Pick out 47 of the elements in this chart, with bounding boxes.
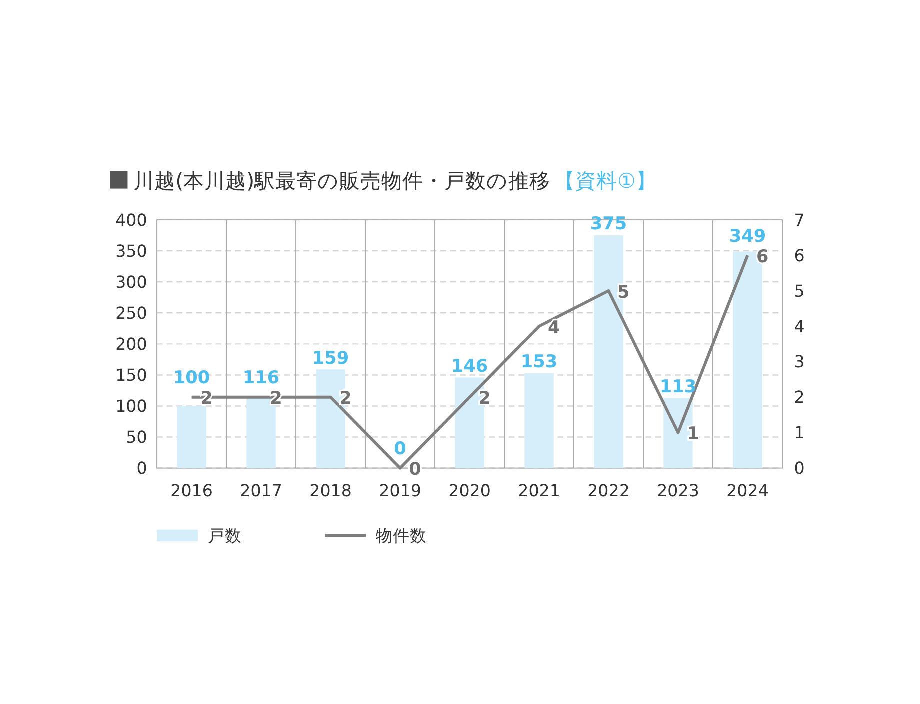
legend-label: 物件数 — [376, 526, 427, 546]
data-label: 375 — [590, 214, 628, 235]
y2-tick-label: 4 — [794, 317, 805, 336]
data-label: 116 — [242, 368, 280, 389]
x-tick-label: 2016 — [170, 482, 213, 501]
x-tick-label: 2019 — [379, 482, 422, 501]
y2-tick-label: 7 — [794, 210, 805, 230]
data-label: 1 — [687, 424, 700, 445]
bar — [524, 373, 554, 468]
chart-title: 川越(本川越)駅最寄の販売物件・戸数の推移 — [134, 168, 551, 193]
x-tick-label: 2023 — [657, 482, 700, 501]
data-label: 159 — [312, 348, 350, 369]
y-tick-label: 50 — [126, 428, 148, 448]
y2-tick-label: 3 — [794, 352, 805, 372]
y-tick-label: 100 — [116, 397, 148, 416]
data-label: 6 — [756, 247, 769, 268]
y-tick-label: 0 — [136, 459, 148, 478]
y2-tick-label: 1 — [794, 424, 805, 443]
y-tick-label: 250 — [116, 304, 148, 323]
y2-tick-label: 0 — [794, 459, 805, 478]
x-tick-label: 2020 — [448, 482, 491, 501]
data-label: 2 — [478, 389, 491, 410]
x-tick-label: 2021 — [518, 482, 560, 501]
x-tick-label: 2024 — [726, 482, 769, 501]
data-label: 146 — [451, 356, 488, 377]
data-label: 0 — [394, 440, 406, 460]
y-tick-label: 400 — [116, 210, 148, 230]
y2-tick-label: 2 — [794, 388, 805, 408]
x-tick-label: 2022 — [588, 482, 630, 501]
data-label: 113 — [660, 377, 697, 398]
x-tick-label: 2018 — [310, 482, 352, 501]
y2-tick-label: 5 — [794, 282, 805, 301]
y-tick-label: 350 — [116, 242, 148, 261]
y-tick-label: 300 — [116, 272, 148, 292]
y-tick-label: 200 — [116, 334, 148, 354]
x-tick-label: 2017 — [240, 482, 282, 501]
legend-label: 戸数 — [208, 526, 242, 546]
data-label: 2 — [340, 389, 352, 410]
bar — [177, 406, 206, 468]
y2-tick-label: 6 — [794, 246, 805, 266]
data-label: 349 — [729, 226, 766, 247]
data-label: 153 — [520, 352, 558, 372]
y-tick-label: 150 — [116, 366, 148, 386]
data-label: 5 — [618, 282, 630, 303]
data-label: 4 — [548, 318, 560, 338]
chart-subtitle: 【資料①】 — [554, 168, 657, 193]
data-label: 100 — [173, 368, 210, 389]
